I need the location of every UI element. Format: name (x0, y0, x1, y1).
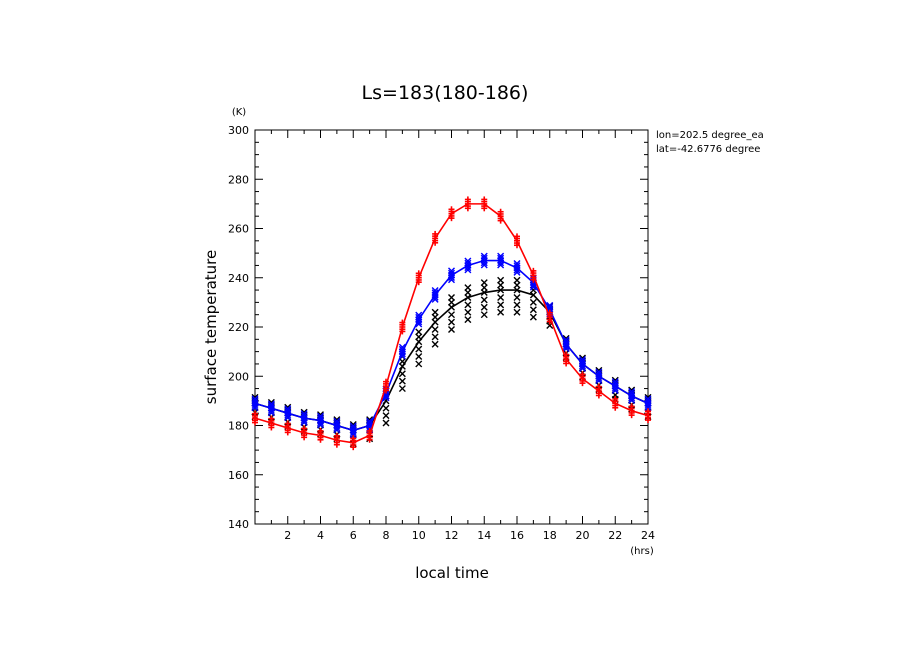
black-marker (398, 377, 406, 385)
blue-marker (562, 338, 570, 346)
black-marker (513, 293, 521, 301)
blue-marker (333, 417, 341, 425)
black-marker (431, 333, 439, 341)
black-marker (464, 308, 472, 316)
black-marker (497, 308, 505, 316)
y-axis-label: surface temperature (202, 250, 220, 405)
x-tick-label: 4 (317, 529, 324, 542)
blue-marker (448, 267, 455, 275)
x-unit-label: (hrs) (630, 546, 654, 557)
black-marker (513, 276, 521, 284)
black-marker (497, 301, 505, 309)
blue-marker (431, 289, 439, 297)
blue-marker (628, 388, 636, 396)
black-marker (415, 345, 423, 353)
black-marker (464, 301, 472, 309)
blue-marker (317, 412, 324, 420)
blue-marker (595, 370, 603, 378)
x-tick-label: 16 (510, 529, 524, 542)
black-marker (431, 325, 439, 333)
blue-marker (251, 397, 259, 405)
y-tick-label: 300 (228, 124, 249, 137)
black-marker (513, 308, 521, 316)
black-marker (464, 284, 472, 292)
blue-marker (415, 311, 423, 319)
blue-marker (611, 380, 619, 388)
x-tick-label: 14 (477, 529, 491, 542)
blue-marker (366, 417, 374, 425)
black-marker (529, 298, 537, 306)
black-marker (480, 311, 488, 319)
y-tick-label: 160 (228, 469, 249, 482)
black-marker (431, 340, 439, 348)
chart-title: Ls=183(180-186) (362, 82, 529, 104)
blue-marker (431, 287, 439, 295)
y-tick-label: 200 (228, 370, 249, 383)
x-tick-label: 24 (641, 529, 655, 542)
black-marker (529, 313, 537, 321)
blue-marker (644, 395, 652, 403)
black-marker (497, 293, 505, 301)
black-marker (415, 328, 423, 336)
plot-frame (254, 129, 649, 525)
blue-marker (300, 410, 308, 418)
blue-marker (611, 378, 619, 386)
annotation-lat: lat=-42.6776 degree (656, 144, 760, 155)
blue-marker (448, 269, 455, 277)
black-marker (398, 385, 406, 393)
y-unit-label: (K) (232, 107, 246, 118)
blue-marker (497, 252, 505, 260)
blue-marker (251, 395, 259, 403)
y-tick-label: 260 (228, 223, 249, 236)
x-tick-label: 8 (383, 529, 390, 542)
blue-marker (480, 252, 488, 260)
y-tick-label: 220 (228, 321, 249, 334)
black-marker (480, 279, 488, 287)
blue-marker (464, 259, 472, 267)
black-marker (398, 370, 406, 378)
x-tick-label: 12 (445, 529, 459, 542)
blue-series-line (254, 259, 649, 432)
blue-marker (579, 358, 586, 366)
black-marker (431, 308, 439, 316)
black-marker (480, 303, 488, 311)
black-marker (448, 325, 455, 333)
black-marker (382, 404, 390, 412)
black-marker (448, 311, 455, 319)
black-series-line (254, 289, 649, 432)
x-axis-label: local time (415, 564, 489, 582)
black-marker (497, 276, 505, 284)
blue-marker (349, 422, 357, 430)
blue-marker (628, 390, 636, 398)
x-tick-label: 6 (350, 529, 357, 542)
black-marker (382, 412, 390, 420)
black-marker (382, 419, 390, 427)
x-tick-label: 2 (284, 529, 291, 542)
black-marker (415, 360, 423, 368)
red-series-line (254, 203, 649, 444)
black-marker (513, 301, 521, 309)
blue-marker (546, 304, 554, 312)
black-marker (415, 353, 423, 361)
annotation-lon: lon=202.5 degree_ea (656, 130, 764, 141)
blue-marker (284, 405, 292, 413)
y-tick-label: 280 (228, 173, 249, 186)
y-tick-label: 180 (228, 420, 249, 433)
black-marker (448, 293, 455, 301)
x-tick-label: 20 (576, 529, 590, 542)
black-marker (448, 318, 455, 326)
x-tick-label: 22 (608, 529, 622, 542)
y-tick-label: 140 (228, 518, 249, 531)
blue-marker (513, 259, 521, 267)
black-marker (480, 296, 488, 304)
black-marker (464, 316, 472, 324)
blue-marker (464, 257, 472, 265)
x-tick-label: 10 (412, 529, 426, 542)
blue-marker (267, 400, 275, 408)
black-marker (529, 306, 537, 314)
blue-marker (398, 343, 406, 351)
x-tick-label: 18 (543, 529, 557, 542)
y-tick-label: 240 (228, 272, 249, 285)
